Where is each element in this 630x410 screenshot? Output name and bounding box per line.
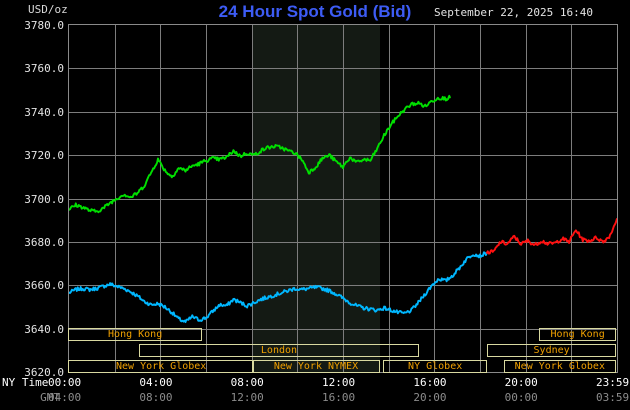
session-bar: New York NYMEX — [251, 360, 381, 373]
ny-time-tick-label: 16:00 — [413, 376, 447, 389]
y-axis-tick-label: 3700.0 — [24, 192, 64, 206]
ny-time-caption: NY Time — [2, 376, 49, 389]
session-bar: New York Globex — [503, 360, 616, 373]
gmt-tick-label: 16:00 — [322, 391, 356, 404]
gmt-tick-label: 03:59 — [596, 391, 630, 404]
gmt-tick-label: 12:00 — [230, 391, 264, 404]
vertical-gridline — [571, 25, 572, 372]
vertical-gridline — [526, 25, 527, 372]
gmt-tick-label: 20:00 — [413, 391, 447, 404]
y-axis-tick-label: 3680.0 — [24, 235, 64, 249]
session-bar-label: Hong Kong — [550, 329, 605, 340]
gmt-caption: GMT — [40, 391, 60, 404]
ny-time-tick-label: 08:00 — [230, 376, 264, 389]
session-bar: New York Globex — [68, 360, 255, 373]
vertical-gridline — [160, 25, 161, 372]
y-axis-tick-label: 3720.0 — [24, 149, 64, 163]
ny-time-tick-label: 12:00 — [322, 376, 356, 389]
plot-area — [68, 24, 618, 373]
ny-time-tick-label: 20:00 — [504, 376, 538, 389]
vertical-gridline — [343, 25, 344, 372]
vertical-gridline — [206, 25, 207, 372]
ny-time-tick-label: 23:59 — [596, 376, 630, 389]
gmt-tick-label: 00:00 — [504, 391, 538, 404]
y-axis-tick-label: 3660.0 — [24, 279, 64, 293]
price-line-series-1 — [485, 218, 617, 255]
session-bar-label: New York NYMEX — [273, 361, 359, 372]
y-axis-labels: 3780.0 3760.0 3740.0 3720.0 3700.0 3680.0 3660… — [0, 0, 64, 410]
vertical-gridline — [434, 25, 435, 372]
y-axis-tick-label: 3760.0 — [24, 62, 64, 76]
session-bar-label: Sydney — [533, 345, 570, 356]
market-session-bars: Hong Kong London New York Globex New York N… — [68, 328, 618, 374]
session-bar-label: New York Globex — [514, 361, 605, 372]
session-bar: Hong Kong — [68, 328, 203, 341]
quote-timestamp: September 22, 2025 16:40 — [434, 6, 593, 19]
session-bar-label: New York Globex — [116, 361, 207, 372]
price-line-series-0 — [69, 251, 488, 324]
y-axis-tick-label: 3620.0 — [24, 366, 64, 379]
gmt-tick-label: 04:00 — [48, 391, 82, 404]
session-bar: Hong Kong — [539, 328, 616, 341]
vertical-gridline — [252, 25, 253, 372]
session-bar: NY Globex — [383, 360, 488, 373]
vertical-gridline — [297, 25, 298, 372]
session-bar: London — [139, 344, 419, 357]
y-axis-unit-label: USD/oz — [28, 3, 68, 16]
y-axis-tick-label: 3780.0 — [24, 19, 64, 32]
price-line-series-2 — [69, 94, 451, 214]
y-axis-tick-label: 3640.0 — [24, 322, 64, 336]
gmt-tick-label: 08:00 — [139, 391, 173, 404]
session-bar-label: NY Globex — [408, 361, 463, 372]
ny-time-tick-label: 00:00 — [48, 376, 82, 389]
vertical-gridline — [389, 25, 390, 372]
vertical-gridline — [480, 25, 481, 372]
session-bar-label: London — [260, 345, 298, 356]
session-bar-label: Hong Kong — [108, 329, 163, 340]
session-bar: Sydney — [487, 344, 616, 357]
y-axis-tick-label: 3740.0 — [24, 105, 64, 119]
page-title: 24 Hour Spot Gold (Bid) — [218, 2, 412, 21]
nymex-session-shading — [253, 25, 380, 372]
x-axis-labels: NY Time GMT 00:00 04:00 04:00 08:00 08:00 12:… — [0, 376, 630, 410]
price-series-svg — [69, 94, 617, 324]
ny-time-tick-label: 04:00 — [139, 376, 173, 389]
